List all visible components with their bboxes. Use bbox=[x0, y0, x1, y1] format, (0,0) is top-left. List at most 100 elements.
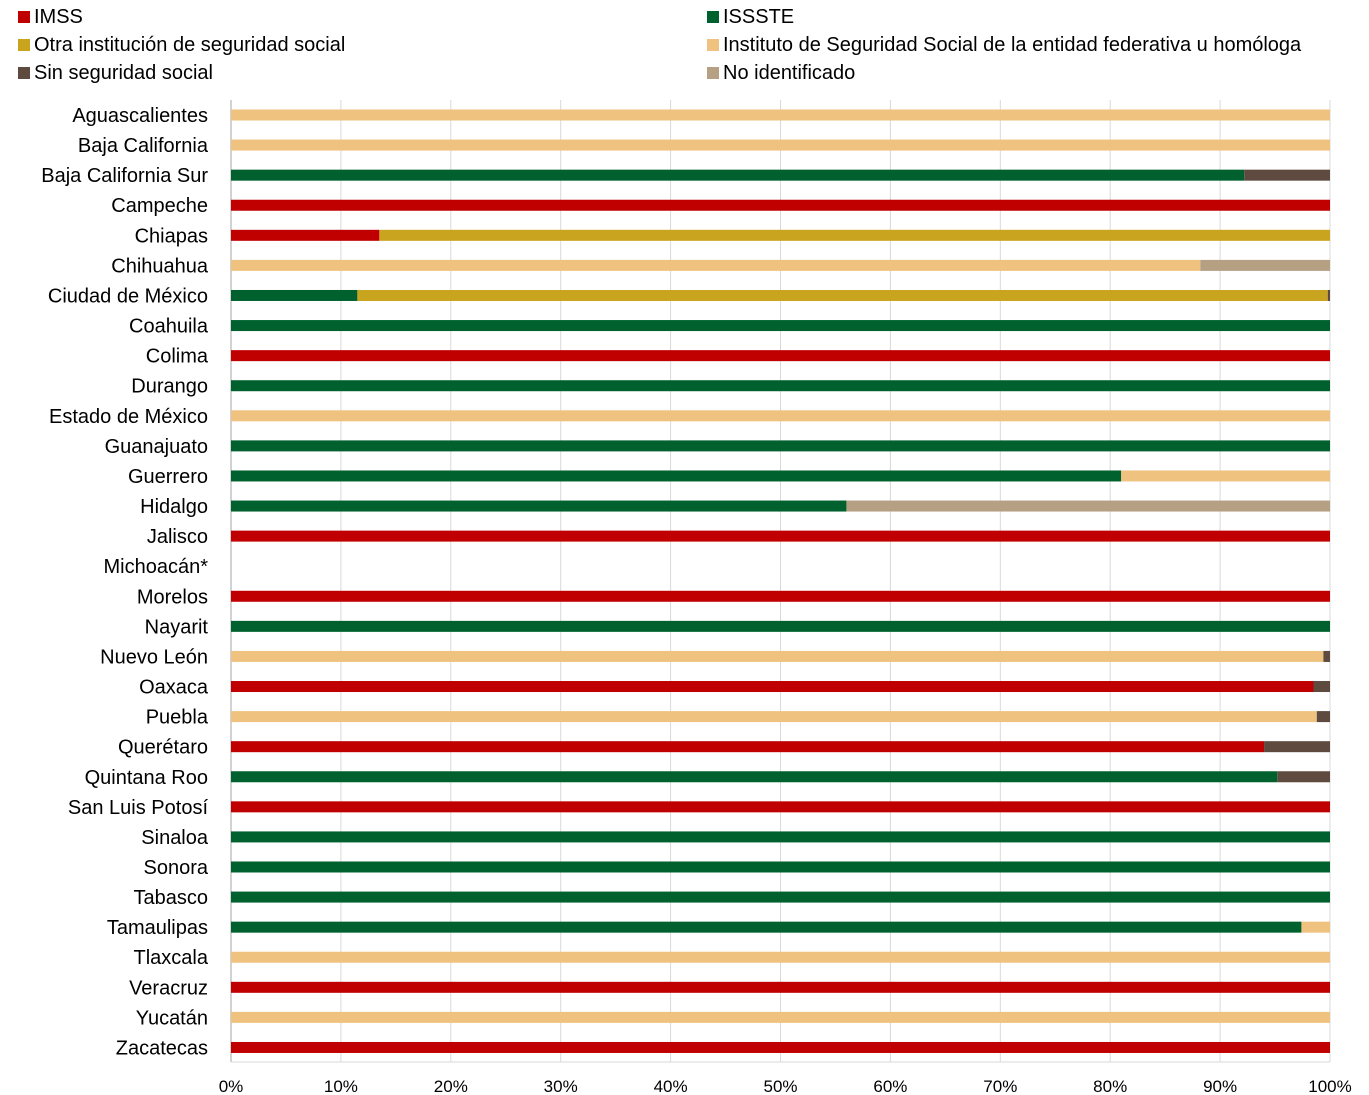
bar-segment bbox=[231, 470, 1122, 482]
bar-segment bbox=[231, 139, 1330, 151]
x-tick-label: 30% bbox=[544, 1077, 578, 1095]
bar-segment bbox=[231, 981, 1330, 993]
bar-segment bbox=[231, 229, 380, 241]
bar-segment bbox=[231, 590, 1330, 602]
category-label: Morelos bbox=[137, 586, 208, 608]
bar-segment bbox=[231, 650, 1324, 662]
bar-segment bbox=[1323, 650, 1330, 662]
category-label: Sinaloa bbox=[141, 827, 209, 849]
category-label: Tamaulipas bbox=[107, 917, 208, 939]
legend-swatch-otra bbox=[18, 39, 30, 51]
bar-segment bbox=[1200, 259, 1330, 271]
x-tick-label: 40% bbox=[654, 1077, 688, 1095]
bar-segment bbox=[231, 109, 1330, 121]
bar-segment bbox=[231, 500, 847, 512]
legend-item-issste: ISSSTE bbox=[707, 5, 794, 29]
category-label: Aguascalientes bbox=[72, 105, 208, 127]
x-tick-label: 100% bbox=[1308, 1077, 1351, 1095]
legend-swatch-no-identificado bbox=[707, 67, 719, 79]
bar-segment bbox=[1316, 711, 1330, 723]
category-label: San Luis Potosí bbox=[68, 797, 209, 819]
category-label: Estado de México bbox=[49, 406, 208, 428]
category-label: Oaxaca bbox=[139, 677, 209, 699]
legend-label-instituto-estatal: Instituto de Seguridad Social de la enti… bbox=[723, 33, 1302, 56]
bar-segment bbox=[231, 620, 1330, 632]
bar-segment bbox=[231, 1041, 1330, 1053]
bar-segment bbox=[231, 711, 1317, 723]
category-label: Tlaxcala bbox=[134, 947, 209, 969]
category-label: Querétaro bbox=[118, 737, 208, 759]
legend-item-instituto-estatal: Instituto de Seguridad Social de la enti… bbox=[707, 33, 1301, 57]
category-label: Veracruz bbox=[129, 977, 208, 999]
category-label: Guanajuato bbox=[105, 436, 208, 458]
legend-swatch-issste bbox=[707, 11, 719, 23]
bar-segment bbox=[357, 289, 1328, 301]
category-label: Durango bbox=[131, 376, 208, 398]
category-label: Chihuahua bbox=[111, 255, 209, 277]
x-tick-label: 50% bbox=[763, 1077, 797, 1095]
bar-segment bbox=[231, 1011, 1330, 1023]
bar-segment bbox=[231, 259, 1201, 271]
bar-segment bbox=[231, 169, 1245, 181]
legend-item-imss: IMSS bbox=[18, 5, 83, 29]
bar-segment bbox=[231, 199, 1330, 211]
category-label: Yucatán bbox=[136, 1007, 208, 1029]
bar-segment bbox=[231, 771, 1278, 783]
legend-label-no-identificado: No identificado bbox=[723, 61, 856, 84]
category-label: Sonora bbox=[144, 857, 209, 879]
legend: IMSS ISSSTE Otra institución de segurida… bbox=[0, 0, 1369, 90]
x-tick-label: 10% bbox=[324, 1077, 358, 1095]
x-tick-label: 80% bbox=[1093, 1077, 1127, 1095]
x-tick-label: 0% bbox=[219, 1077, 244, 1095]
x-tick-label: 60% bbox=[873, 1077, 907, 1095]
category-label: Coahuila bbox=[129, 316, 209, 338]
legend-swatch-sin-seguridad bbox=[18, 67, 30, 79]
bar-segment bbox=[231, 681, 1314, 693]
bar-segment bbox=[231, 530, 1330, 542]
bar-segment bbox=[379, 229, 1330, 241]
category-label: Colima bbox=[146, 346, 209, 368]
bar-segment bbox=[231, 741, 1265, 753]
bar-segment bbox=[231, 861, 1330, 873]
category-label: Ciudad de México bbox=[48, 285, 208, 307]
category-label: Zacatecas bbox=[116, 1037, 208, 1059]
category-label: Guerrero bbox=[128, 466, 208, 488]
bar-segment bbox=[231, 831, 1330, 843]
legend-swatch-imss bbox=[18, 11, 30, 23]
category-label: Baja California Sur bbox=[41, 165, 208, 187]
category-label: Michoacán* bbox=[103, 556, 208, 578]
category-label: Tabasco bbox=[134, 887, 209, 909]
bar-segment bbox=[1121, 470, 1330, 482]
bar-segment bbox=[231, 951, 1330, 963]
legend-item-otra: Otra institución de seguridad social bbox=[18, 33, 345, 57]
legend-label-imss: IMSS bbox=[34, 5, 83, 28]
legend-swatch-instituto-estatal bbox=[707, 39, 719, 51]
legend-item-no-identificado: No identificado bbox=[707, 61, 855, 85]
legend-label-issste: ISSSTE bbox=[723, 5, 795, 28]
bar-segment bbox=[231, 320, 1330, 332]
legend-item-sin-seguridad: Sin seguridad social bbox=[18, 61, 213, 85]
category-label: Nayarit bbox=[145, 616, 209, 638]
category-label: Nuevo León bbox=[100, 646, 208, 668]
x-tick-label: 90% bbox=[1203, 1077, 1237, 1095]
category-label: Campeche bbox=[111, 195, 208, 217]
category-label: Quintana Roo bbox=[85, 767, 208, 789]
bar-segment bbox=[231, 801, 1330, 813]
bar-segment bbox=[846, 500, 1330, 512]
category-label: Chiapas bbox=[135, 225, 208, 247]
bar-segment bbox=[231, 921, 1302, 933]
x-tick-label: 70% bbox=[983, 1077, 1017, 1095]
bar-segment bbox=[231, 350, 1330, 362]
legend-label-sin-seguridad: Sin seguridad social bbox=[34, 61, 213, 84]
category-label: Jalisco bbox=[147, 526, 208, 548]
category-label: Baja California bbox=[78, 135, 209, 157]
bar-segment bbox=[1313, 681, 1330, 693]
category-label: Puebla bbox=[146, 707, 209, 729]
bar-segment bbox=[1264, 741, 1330, 753]
legend-label-otra: Otra institución de seguridad social bbox=[34, 33, 346, 56]
bar-segment bbox=[1277, 771, 1330, 783]
bar-segment bbox=[1301, 921, 1330, 933]
bar-segment bbox=[1327, 289, 1330, 301]
